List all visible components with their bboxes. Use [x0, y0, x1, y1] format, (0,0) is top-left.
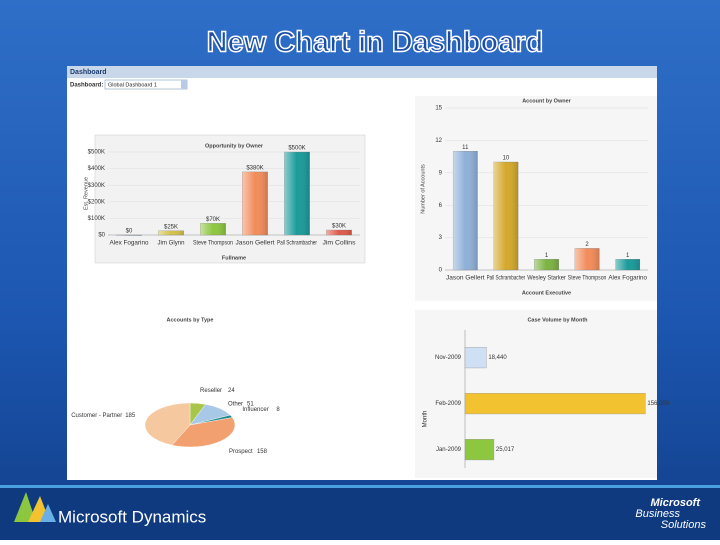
data-label: $500K [288, 146, 305, 152]
pie-value: 51 [247, 402, 254, 408]
bar-gloss [242, 171, 268, 235]
x-axis-label: Account Executive [522, 290, 571, 296]
bar-gloss [574, 248, 600, 270]
y-tick-label: 9 [439, 170, 443, 176]
data-label: $70K [206, 217, 220, 223]
footer-line [0, 485, 720, 488]
bar [464, 347, 487, 369]
data-label: 1 [545, 253, 549, 259]
footer-left: Microsoft Dynamics [58, 507, 206, 526]
y-tick-label: $0 [98, 233, 105, 239]
bar-gloss [493, 162, 519, 270]
chart-title: Accounts by Type [167, 317, 214, 323]
y-tick-label: $400K [88, 166, 105, 172]
pie-slice [144, 402, 191, 446]
y-tick-label: 12 [435, 138, 442, 144]
logo-shape [40, 504, 56, 522]
pie-value: 158 [257, 449, 268, 455]
bar [464, 393, 646, 415]
footer-band [0, 485, 720, 540]
y-tick-label: 6 [439, 203, 443, 209]
pie-label: Influencer [242, 407, 268, 413]
pie-value: 185 [125, 413, 136, 419]
x-axis-label: Fullname [222, 255, 246, 261]
x-tick-label: Steve Thompson [193, 241, 233, 247]
y-tick-label: $300K [88, 183, 105, 189]
data-label: 11 [462, 145, 469, 151]
chart-title: Opportunity by Owner [205, 143, 264, 149]
pie-value: 24 [228, 388, 235, 394]
y-tick-label: Nov-2009 [435, 355, 462, 361]
pie-label: Customer - Partner [71, 413, 122, 419]
y-axis-label: Month [423, 411, 429, 428]
x-tick-label: Jason Gellert [236, 241, 275, 247]
x-tick-label: Alex Fogarino [608, 276, 647, 282]
bar-gloss [615, 259, 640, 270]
bar-gloss [158, 230, 184, 235]
bar [464, 439, 495, 461]
data-label: 1 [626, 253, 630, 259]
chart-panel [94, 134, 366, 264]
x-tick-label: Jim Glynn [158, 241, 185, 247]
bar-gloss [326, 230, 352, 235]
logo-shape [14, 492, 36, 522]
x-tick-label: Pall Schrambacher [487, 276, 526, 282]
data-label: $380K [246, 165, 263, 171]
y-tick-label: 15 [435, 106, 442, 112]
data-label: 10 [503, 156, 510, 162]
bar-gloss [534, 259, 559, 270]
selector-arrow[interactable] [181, 80, 187, 89]
y-tick-label: Jan-2009 [436, 447, 462, 453]
data-label: $0 [126, 229, 133, 235]
x-tick-label: Jim Collins [323, 241, 356, 247]
slide-title: New Chart in Dashboard [207, 27, 544, 59]
bar-gloss [200, 223, 226, 235]
y-tick-label: 3 [439, 235, 443, 241]
bar-gloss [453, 151, 478, 270]
data-label: $25K [164, 224, 178, 230]
selector-value: Global Dashboard 1 [108, 82, 157, 88]
dashboard-header-bar [67, 66, 657, 78]
pie-label: Prospect [229, 449, 253, 455]
selector-label: Dashboard: [70, 83, 103, 89]
pie-slice [171, 417, 236, 448]
bar-gloss [116, 235, 142, 236]
pie-label: Other [228, 402, 243, 408]
chart-title: Case Volume by Month [527, 317, 588, 323]
y-tick-label: Feb-2009 [435, 401, 461, 407]
data-label: $30K [332, 224, 346, 230]
y-tick-label: $500K [88, 150, 105, 156]
footer-brand: Business [635, 508, 680, 520]
footer-brand: Solutions [661, 519, 707, 531]
y-tick-label: 0 [439, 268, 443, 274]
y-tick-label: $100K [88, 216, 105, 222]
y-tick-label: $200K [88, 199, 105, 205]
dashboard-header: Dashboard [70, 69, 107, 76]
x-tick-label: Steve Thompson [568, 276, 607, 282]
x-tick-label: Jason Gellert [446, 276, 485, 282]
x-tick-label: Pall Schrambacher [277, 241, 317, 247]
y-axis-label: Est. Revenue [83, 177, 89, 210]
data-label: 18,440 [488, 355, 507, 361]
pie-value: 8 [276, 407, 280, 413]
chart-title: Account by Owner [522, 98, 571, 104]
data-label: 2 [585, 242, 589, 248]
data-label: 156,000 [647, 401, 669, 407]
data-label: 25,017 [496, 447, 515, 453]
pie-label: Reseller [200, 388, 222, 394]
y-axis-label: Number of Accounts [420, 164, 426, 214]
footer-brand: Microsoft [651, 497, 702, 509]
x-tick-label: Wesley Starker [527, 276, 566, 282]
x-tick-label: Alex Fogarino [110, 241, 150, 247]
bar-gloss [284, 152, 310, 235]
